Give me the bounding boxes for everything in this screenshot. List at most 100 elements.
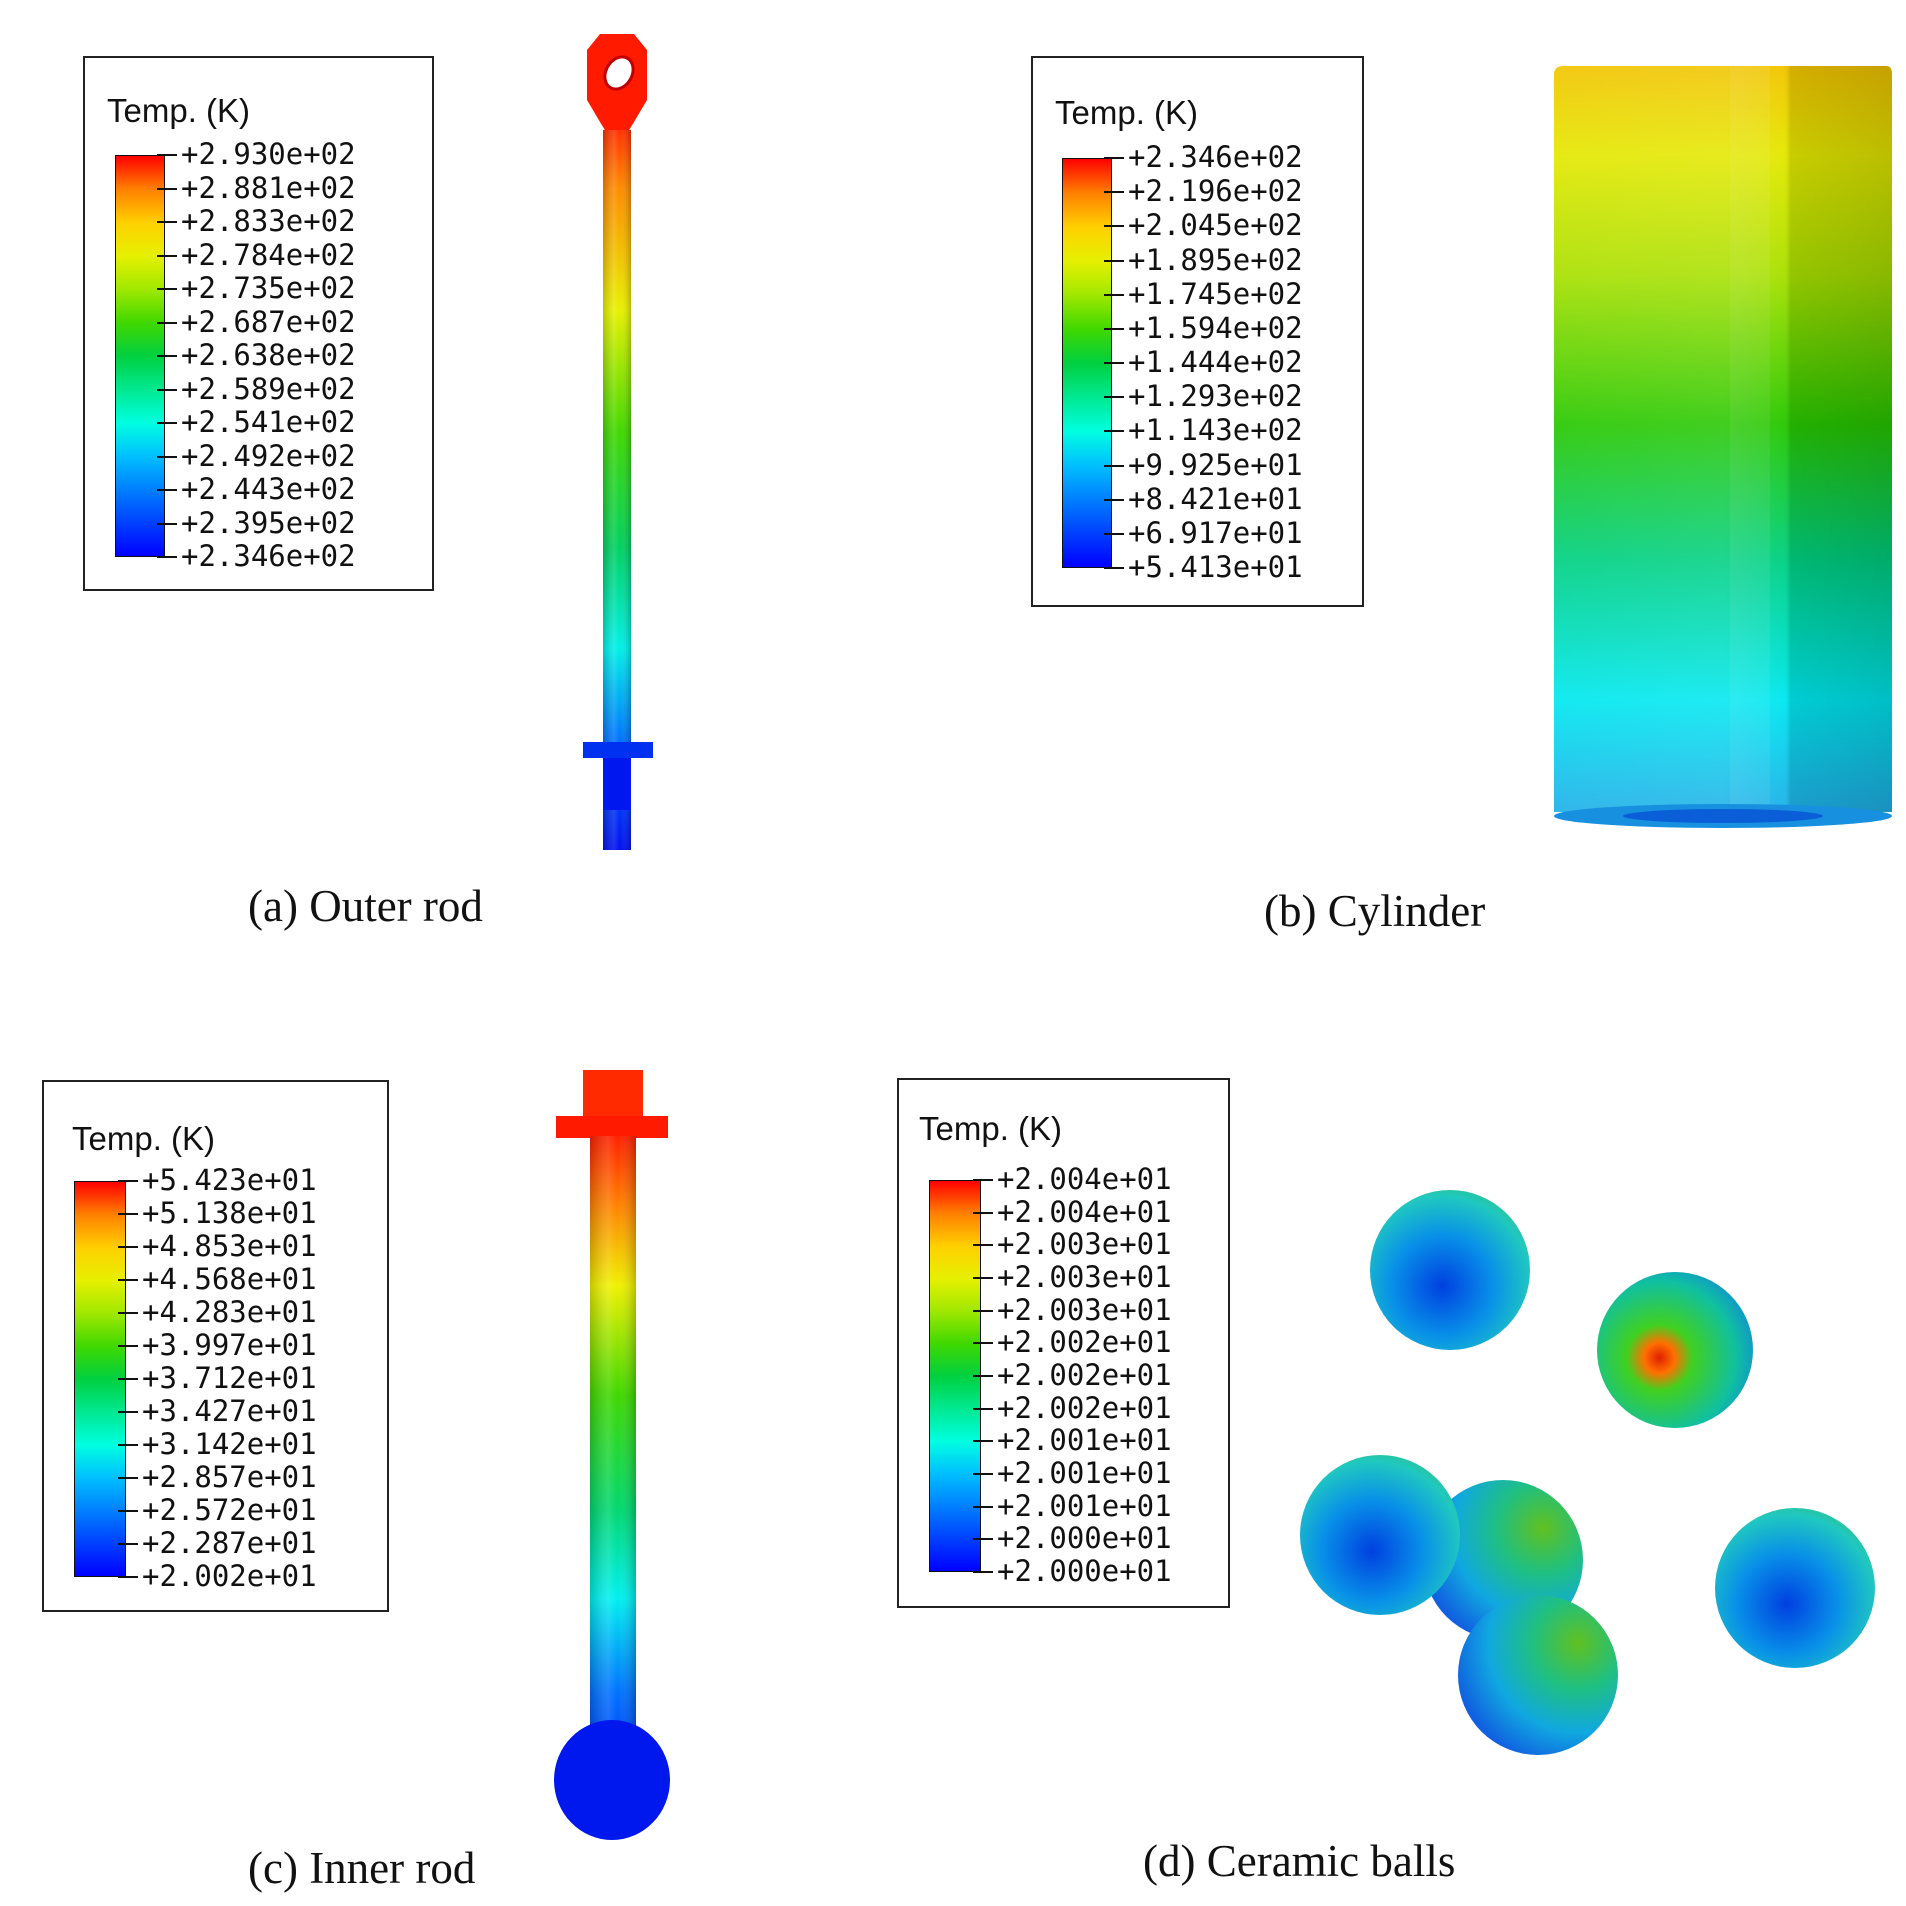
legend-label: +4.853e+01 <box>142 1229 317 1263</box>
ceramic-ball <box>1458 1595 1618 1755</box>
legend-label: +2.687e+02 <box>181 304 356 339</box>
inner-rod-top <box>583 1070 643 1120</box>
legend-label: +2.638e+02 <box>181 338 356 372</box>
legend-label: +2.735e+02 <box>181 271 356 305</box>
ceramic-balls-model <box>1300 1190 1875 1755</box>
legend-label: +4.568e+01 <box>142 1262 317 1296</box>
legend-tick <box>157 288 177 290</box>
legend-label: +2.002e+01 <box>997 1358 1172 1392</box>
legend-label: +2.004e+01 <box>997 1162 1172 1196</box>
legend-label: +2.881e+02 <box>181 170 356 205</box>
legend-tick <box>973 1342 993 1345</box>
legend-tick <box>157 254 177 257</box>
legend-tick <box>118 1246 138 1248</box>
temperature-legend: Temp. (K) +2.346e+02 +2.196e+02 +2.045e+02… <box>1031 56 1364 607</box>
ceramic-ball <box>1370 1190 1530 1350</box>
legend-tick <box>973 1244 993 1247</box>
legend-tick <box>1104 191 1124 194</box>
inner-rod-ball-end <box>554 1720 670 1840</box>
legend-tick <box>1104 259 1124 262</box>
legend-tick <box>157 422 177 424</box>
legend-tick <box>1104 362 1124 364</box>
color-scale-bar <box>115 155 165 557</box>
legend-label: +2.346e+02 <box>1128 140 1303 174</box>
caption-c: (c) Inner rod <box>248 1843 476 1893</box>
legend-tick <box>118 1477 138 1479</box>
legend-tick <box>157 556 177 558</box>
legend-tick <box>973 1407 993 1410</box>
legend-tick <box>973 1440 993 1443</box>
legend-label: +2.002e+01 <box>997 1390 1172 1425</box>
legend-tick <box>973 1538 993 1541</box>
legend-tick <box>973 1375 993 1377</box>
legend-tick <box>157 321 177 324</box>
legend-label: +3.142e+01 <box>142 1427 317 1461</box>
caption-b: (b) Cylinder <box>1264 886 1486 936</box>
legend-tick <box>1104 293 1124 296</box>
legend-tick <box>157 489 177 491</box>
legend-label: +2.045e+02 <box>1128 208 1303 243</box>
legend-label: +2.002e+01 <box>142 1559 317 1593</box>
legend-label: +1.745e+02 <box>1128 276 1303 311</box>
legend-label: +3.427e+01 <box>142 1394 317 1428</box>
legend-label: +2.857e+01 <box>142 1460 317 1494</box>
legend-label: +2.572e+01 <box>142 1493 317 1527</box>
legend-tick <box>1104 567 1124 569</box>
legend-label: +2.541e+02 <box>181 405 356 439</box>
legend-label: +6.917e+01 <box>1128 515 1303 550</box>
legend-tick <box>118 1213 138 1215</box>
legend-tick <box>1104 464 1124 467</box>
legend-label: +2.000e+01 <box>997 1521 1172 1556</box>
legend-label: +2.784e+02 <box>181 237 356 272</box>
legend-tick <box>157 355 177 357</box>
legend-label: +2.589e+02 <box>181 371 356 406</box>
legend-label: +2.001e+01 <box>997 1488 1172 1523</box>
legend-label: +5.413e+01 <box>1128 550 1303 584</box>
legend-tick <box>973 1211 993 1214</box>
legend-label: +2.287e+01 <box>142 1526 317 1560</box>
outer-rod-shaft-shade <box>603 130 631 850</box>
legend-tick <box>118 1543 138 1545</box>
legend-label: +1.444e+02 <box>1128 345 1303 379</box>
legend-label: +4.283e+01 <box>142 1295 317 1329</box>
temperature-legend: Temp. (K) +2.004e+01 +2.004e+01 +2.003e+01… <box>897 1078 1230 1608</box>
legend-tick <box>118 1576 138 1578</box>
legend-tick <box>973 1571 993 1573</box>
ceramic-ball <box>1715 1508 1875 1668</box>
legend-label: +2.196e+02 <box>1128 174 1303 209</box>
legend-label: +5.423e+01 <box>142 1163 317 1197</box>
legend-label: +2.002e+01 <box>997 1325 1172 1360</box>
legend-label: +2.833e+02 <box>181 204 356 238</box>
legend-label: +2.346e+02 <box>181 539 356 573</box>
temperature-legend: Temp. (K) +5.423e+01 +5.138e+01 +4.853e+01… <box>42 1080 389 1612</box>
legend-label: +2.003e+01 <box>997 1292 1172 1327</box>
legend-label: +3.712e+01 <box>142 1361 317 1395</box>
legend-label: +8.421e+01 <box>1128 481 1303 516</box>
legend-tick <box>1104 225 1124 228</box>
inner-rod-shaft-shade <box>590 1136 636 1816</box>
legend-tick <box>118 1312 138 1314</box>
legend-label: +1.594e+02 <box>1128 310 1303 345</box>
legend-tick <box>118 1378 138 1380</box>
color-scale-bar <box>74 1181 126 1577</box>
caption-d: (d) Ceramic balls <box>1143 1836 1456 1886</box>
legend-tick <box>118 1444 138 1446</box>
legend-title: Temp. (K) <box>1055 94 1199 131</box>
legend-tick <box>118 1180 138 1182</box>
legend-label: +2.443e+02 <box>181 472 356 506</box>
legend-label: +2.001e+01 <box>997 1423 1172 1458</box>
outer-rod-collar <box>583 742 653 758</box>
legend-tick <box>118 1279 138 1281</box>
legend-label: +2.001e+01 <box>997 1456 1172 1490</box>
legend-tick <box>157 388 177 391</box>
legend-label: +1.143e+02 <box>1128 413 1303 448</box>
legend-label: +2.395e+02 <box>181 505 356 540</box>
inner-rod-model <box>554 1070 670 1840</box>
legend-label: +3.997e+01 <box>142 1328 317 1362</box>
ceramic-ball-hot <box>1597 1272 1753 1428</box>
legend-tick <box>157 221 177 223</box>
cylinder-bottom-holes <box>1623 809 1823 823</box>
temperature-legend: Temp. (K) +2.930e+02 +2.881e+02 +2.833e+02… <box>83 56 434 591</box>
legend-tick <box>157 187 177 190</box>
legend-label: +2.930e+02 <box>181 137 356 171</box>
